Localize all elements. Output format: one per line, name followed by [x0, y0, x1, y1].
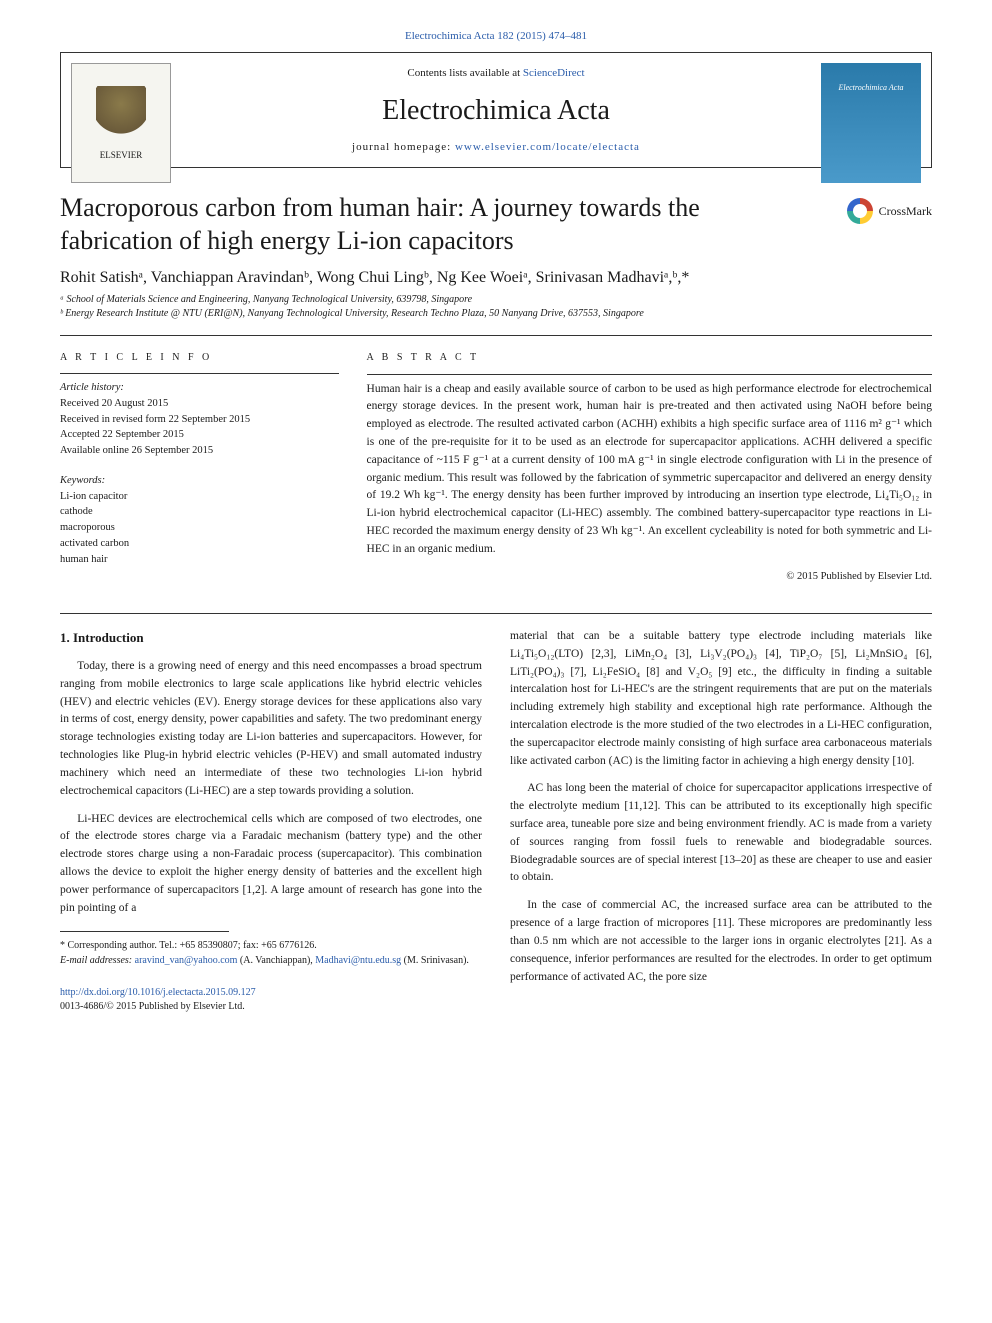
corr-emails-label: E-mail addresses: — [60, 955, 135, 966]
journal-title: Electrochimica Acta — [191, 95, 801, 127]
journal-cover-thumbnail: Electrochimica Acta — [821, 63, 921, 183]
corresponding-separator — [60, 931, 229, 938]
elsevier-name: ELSEVIER — [100, 150, 143, 160]
article-info-label: A R T I C L E I N F O — [60, 350, 339, 365]
corr-emails: E-mail addresses: aravind_van@yahoo.com … — [60, 953, 482, 968]
crossmark-icon — [847, 198, 873, 224]
article-info-column: A R T I C L E I N F O Article history: R… — [60, 350, 339, 585]
body-column-left: 1. Introduction Today, there is a growin… — [60, 628, 482, 1015]
intro-para-2: Li-HEC devices are electrochemical cells… — [60, 811, 482, 918]
corr-email-2[interactable]: Madhavi@ntu.edu.sg — [315, 955, 401, 966]
abstract-label: A B S T R A C T — [367, 350, 932, 366]
keyword-4: human hair — [60, 552, 339, 568]
history-received: Received 20 August 2015 — [60, 396, 339, 412]
doi-block: http://dx.doi.org/10.1016/j.electacta.20… — [60, 986, 482, 1014]
article-title: Macroporous carbon from human hair: A jo… — [60, 192, 812, 257]
info-abstract-row: A R T I C L E I N F O Article history: R… — [60, 350, 932, 585]
affiliations: ᵃ School of Materials Science and Engine… — [60, 293, 812, 321]
journal-reference: Electrochimica Acta 182 (2015) 474–481 — [60, 30, 932, 42]
abstract-text: Human hair is a cheap and easily availab… — [367, 381, 932, 559]
authors-line: Rohit Satishᵃ, Vanchiappan Aravindanᵇ, W… — [60, 269, 812, 287]
intro-para-1: Today, there is a growing need of energy… — [60, 658, 482, 801]
abstract-column: A B S T R A C T Human hair is a cheap an… — [367, 350, 932, 585]
rule-abstract — [367, 374, 932, 375]
intro-para-5: In the case of commercial AC, the increa… — [510, 897, 932, 986]
issn-copyright: 0013-4686/© 2015 Published by Elsevier L… — [60, 1001, 245, 1012]
body-columns: 1. Introduction Today, there is a growin… — [60, 628, 932, 1015]
elsevier-logo: ELSEVIER — [71, 63, 171, 183]
section-heading-intro: 1. Introduction — [60, 628, 482, 648]
rule-info — [60, 373, 339, 374]
keyword-3: activated carbon — [60, 536, 339, 552]
journal-reference-link[interactable]: Electrochimica Acta 182 (2015) 474–481 — [405, 30, 587, 42]
journal-cover-text: Electrochimica Acta — [838, 83, 903, 92]
contents-prefix: Contents lists available at — [407, 67, 522, 79]
corr-email-2-who: (M. Srinivasan). — [404, 955, 469, 966]
crossmark-badge-block[interactable]: CrossMark — [847, 198, 932, 224]
rule-bottom — [60, 613, 932, 614]
keyword-2: macroporous — [60, 520, 339, 536]
corr-line-1: * Corresponding author. Tel.: +65 853908… — [60, 938, 482, 953]
history-online: Available online 26 September 2015 — [60, 443, 339, 459]
body-column-right: material that can be a suitable battery … — [510, 628, 932, 1015]
elsevier-tree-icon — [96, 86, 146, 146]
affiliation-b: ᵇ Energy Research Institute @ NTU (ERI@N… — [60, 307, 812, 321]
header-box: ELSEVIER Electrochimica Acta Contents li… — [60, 52, 932, 168]
homepage-label: journal homepage: — [352, 141, 455, 153]
corr-email-1[interactable]: aravind_van@yahoo.com — [135, 955, 238, 966]
crossmark-label: CrossMark — [879, 204, 932, 219]
corr-email-1-who: (A. Vanchiappan), — [240, 955, 315, 966]
keywords-label: Keywords: — [60, 473, 339, 489]
history-label: Article history: — [60, 380, 339, 396]
intro-para-3: material that can be a suitable battery … — [510, 628, 932, 771]
title-block: CrossMark Macroporous carbon from human … — [60, 192, 932, 321]
contents-line: Contents lists available at ScienceDirec… — [191, 67, 801, 79]
abstract-copyright: © 2015 Published by Elsevier Ltd. — [367, 569, 932, 585]
doi-link[interactable]: http://dx.doi.org/10.1016/j.electacta.20… — [60, 987, 256, 998]
rule-top — [60, 335, 932, 336]
homepage-link[interactable]: www.elsevier.com/locate/electacta — [455, 141, 640, 153]
intro-para-4: AC has long been the material of choice … — [510, 780, 932, 887]
history-accepted: Accepted 22 September 2015 — [60, 427, 339, 443]
keyword-1: cathode — [60, 504, 339, 520]
homepage-line: journal homepage: www.elsevier.com/locat… — [191, 141, 801, 153]
affiliation-a: ᵃ School of Materials Science and Engine… — [60, 293, 812, 307]
keyword-0: Li-ion capacitor — [60, 489, 339, 505]
corresponding-author-block: * Corresponding author. Tel.: +65 853908… — [60, 938, 482, 968]
sciencedirect-link[interactable]: ScienceDirect — [523, 67, 585, 79]
history-revised: Received in revised form 22 September 20… — [60, 412, 339, 428]
